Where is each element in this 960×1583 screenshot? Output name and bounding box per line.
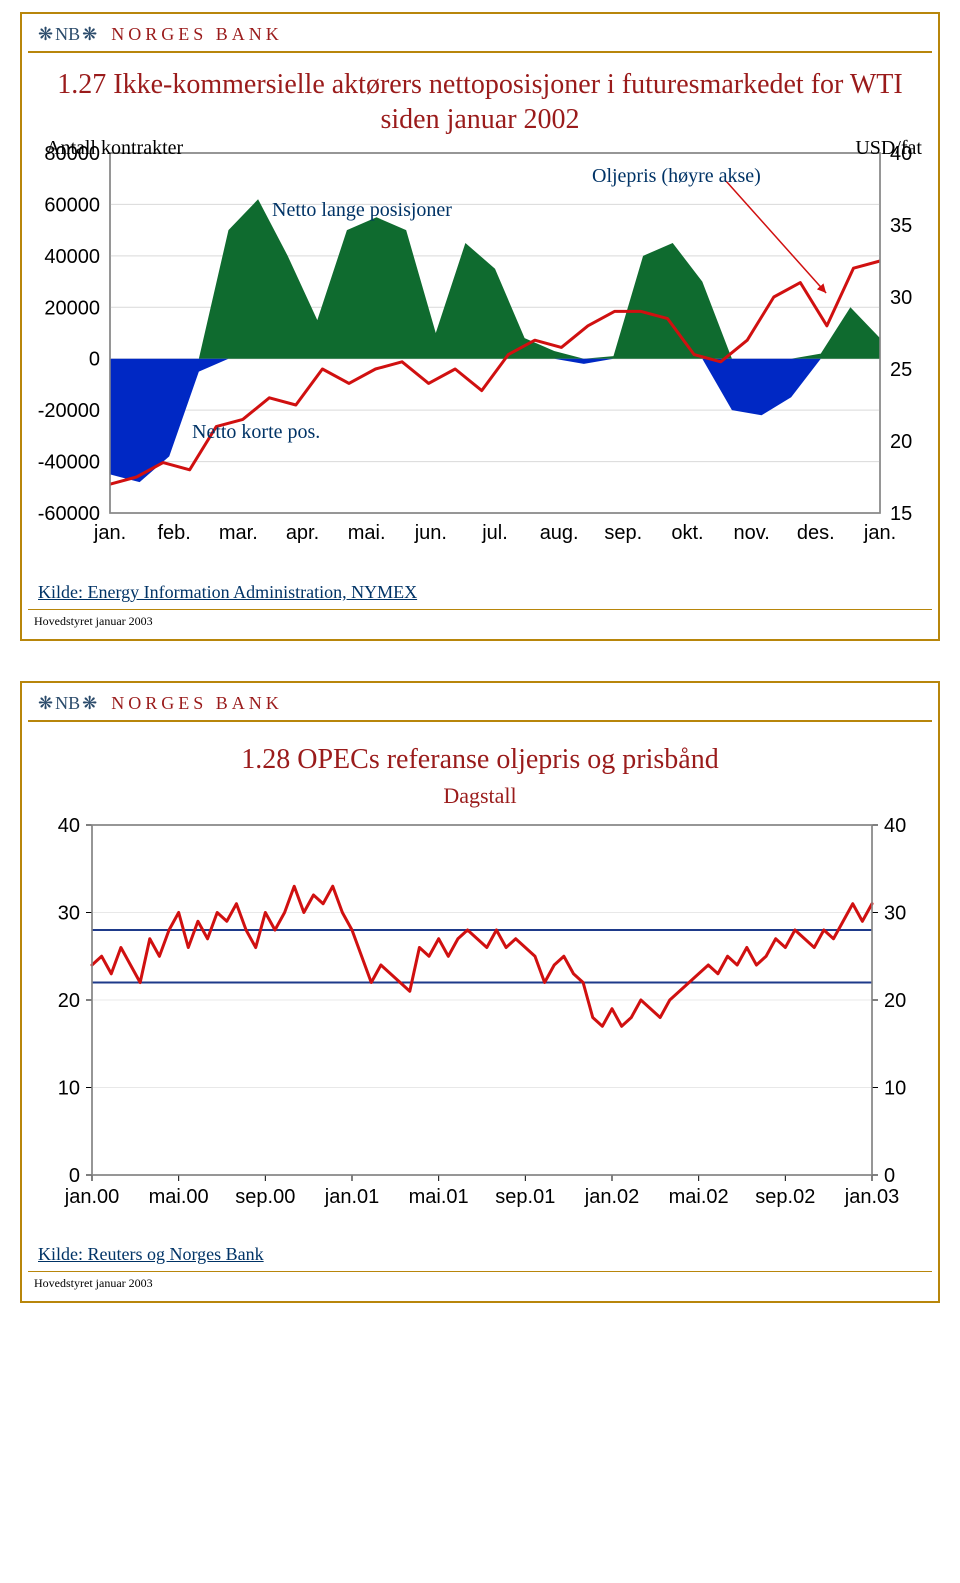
slide-header: ❋ NB ❋ NORGES BANK [22,14,938,49]
ann-oilprice: Oljepris (høyre akse) [592,165,761,188]
chart2-footnote: Hovedstyret januar 2003 [22,1272,938,1291]
ann-net-long: Netto lange posisjoner [272,199,452,221]
svg-text:jul.: jul. [481,522,508,544]
svg-text:20: 20 [884,990,906,1012]
chart1-footnote: Hovedstyret januar 2003 [22,610,938,629]
svg-text:jun.: jun. [414,522,447,544]
svg-text:jan.: jan. [863,522,896,544]
svg-text:jan.01: jan.01 [324,1186,380,1208]
svg-text:sep.: sep. [604,522,642,544]
svg-text:35: 35 [890,215,912,237]
bank-name-2: NORGES BANK [111,693,283,714]
nb-logo-text: NB [55,24,80,45]
svg-text:25: 25 [890,359,912,381]
slide-1: ❋ NB ❋ NORGES BANK 1.27 Ikke-kommersiell… [20,12,940,641]
svg-text:aug.: aug. [540,522,579,544]
svg-text:jan.02: jan.02 [584,1186,640,1208]
nb-logo-2: ❋ NB ❋ [38,693,97,714]
svg-text:mar.: mar. [219,522,258,544]
svg-text:mai.: mai. [348,522,386,544]
svg-text:nov.: nov. [734,522,770,544]
svg-text:20: 20 [58,990,80,1012]
chart1-source: Kilde: Energy Information Administration… [22,578,938,603]
svg-text:40: 40 [58,815,80,837]
svg-text:20: 20 [890,431,912,453]
svg-text:40: 40 [884,815,906,837]
svg-text:jan.00: jan.00 [64,1186,120,1208]
svg-text:0: 0 [884,1165,895,1187]
svg-text:mai.02: mai.02 [669,1186,729,1208]
bank-name: NORGES BANK [111,24,283,45]
svg-text:-20000: -20000 [38,400,100,422]
chart1-wrap: Antall kontrakter USD/fat -60000-40000-2… [32,143,928,578]
svg-text:feb.: feb. [157,522,190,544]
svg-text:10: 10 [58,1078,80,1100]
svg-text:0: 0 [89,349,100,371]
slide-2: ❋ NB ❋ NORGES BANK 1.28 OPECs referanse … [20,681,940,1303]
svg-text:60000: 60000 [44,194,100,216]
svg-text:jan.: jan. [93,522,126,544]
chart2-wrap: 0 0 10 10 20 20 30 30 40 40 jan.00 mai.00 sep.00 jan.… [32,815,928,1240]
slide-header-2: ❋ NB ❋ NORGES BANK [22,683,938,718]
svg-text:sep.02: sep.02 [755,1186,815,1208]
svg-text:40000: 40000 [44,246,100,268]
svg-text:okt.: okt. [671,522,703,544]
svg-text:sep.01: sep.01 [495,1186,555,1208]
chart2-svg: 0 0 10 10 20 20 30 30 40 40 jan.00 mai.00 sep.00 jan.… [32,815,932,1235]
ann-net-short: Netto korte pos. [192,421,320,444]
chart2-title: 1.28 OPECs referanse oljepris og prisbån… [22,722,938,783]
svg-text:30: 30 [890,287,912,309]
svg-text:sep.00: sep.00 [235,1186,295,1208]
chart2-source: Kilde: Reuters og Norges Bank [22,1240,938,1265]
svg-text:-40000: -40000 [38,452,100,474]
svg-text:jan.03: jan.03 [844,1186,900,1208]
svg-text:20000: 20000 [44,297,100,319]
chart1-right-axis-label: USD/fat [855,137,922,160]
svg-text:apr.: apr. [286,522,319,544]
nb-logo-text-2: NB [55,693,80,714]
nb-logo: ❋ NB ❋ [38,24,97,45]
chart1-left-axis-label: Antall kontrakter [46,137,183,160]
chart1-svg: -60000-40000-200000200004000060000800001… [32,143,932,573]
chart1-title: 1.27 Ikke-kommersielle aktørers nettopos… [22,53,938,143]
svg-text:mai.00: mai.00 [149,1186,209,1208]
svg-text:-60000: -60000 [38,503,100,525]
svg-text:30: 30 [884,903,906,925]
svg-text:30: 30 [58,903,80,925]
svg-text:10: 10 [884,1078,906,1100]
svg-text:0: 0 [69,1165,80,1187]
chart2-subtitle: Dagstall [22,783,938,815]
svg-text:mai.01: mai.01 [409,1186,469,1208]
svg-text:des.: des. [797,522,835,544]
